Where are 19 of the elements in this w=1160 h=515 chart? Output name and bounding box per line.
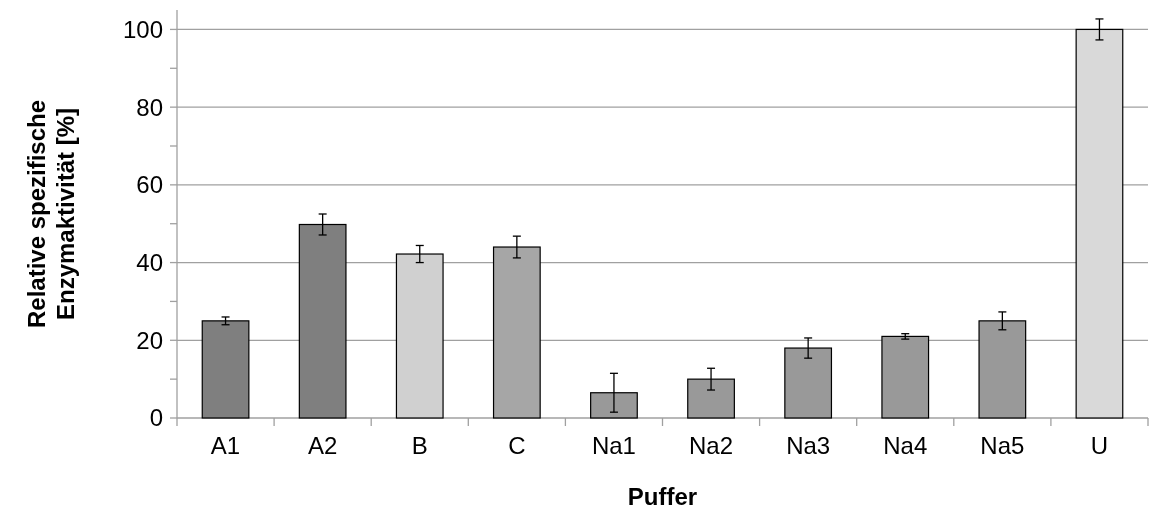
y-tick-label: 100 — [122, 15, 163, 43]
x-tick-label: Na5 — [980, 432, 1025, 459]
x-tick-label: U — [1090, 432, 1109, 459]
y-tick-label: 60 — [136, 171, 163, 199]
x-tick-label: Na3 — [786, 432, 831, 459]
x-tick-label: C — [508, 432, 526, 459]
bar — [201, 320, 250, 419]
x-tick-label: Na4 — [883, 432, 928, 459]
x-axis-title: Puffer — [627, 483, 698, 510]
y-axis-title: Relative spezifische Enzymaktivität [%] — [23, 99, 79, 329]
x-tick-label: A1 — [210, 432, 241, 459]
x-tick-label: Na2 — [689, 432, 734, 459]
x-tick-label: Na1 — [591, 432, 636, 459]
y-tick-label: 0 — [149, 404, 163, 432]
x-tick-label: A2 — [307, 432, 338, 459]
y-tick-label: 80 — [136, 93, 163, 121]
y-tick-label: 40 — [136, 248, 163, 276]
x-tick-label: B — [411, 432, 428, 459]
y-tick-label: 20 — [136, 326, 163, 354]
